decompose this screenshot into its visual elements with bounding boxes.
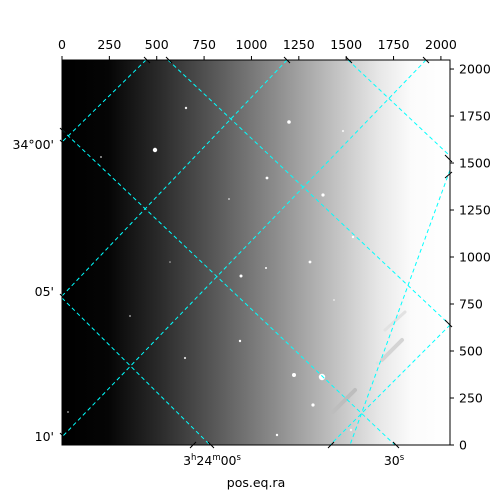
star [184, 106, 188, 110]
dec-tick [59, 127, 68, 136]
star [228, 198, 230, 200]
star [287, 120, 291, 124]
star [318, 373, 326, 381]
ra-seconds: 30 [384, 453, 400, 468]
streak [331, 388, 357, 414]
dec-tick [444, 171, 453, 179]
star [152, 147, 158, 153]
right-pixel-axis: 0 250 500 750 1000 1250 1500 1750 2000 [450, 62, 491, 453]
y-tick-label: 1250 [459, 203, 491, 218]
y-tick-label: 750 [459, 297, 483, 312]
ra-label-2: 30s [384, 453, 405, 468]
dec-label-3: 10' [35, 429, 54, 444]
star [308, 260, 312, 264]
wcs-ticks [59, 56, 453, 449]
ra-hours-unit: h [191, 453, 196, 463]
y-tick-label: 1000 [459, 250, 491, 265]
ra-label-1: 3h24m00s [183, 453, 241, 468]
ra-seconds-unit: s [237, 453, 242, 463]
star [265, 176, 269, 180]
image-background [62, 60, 450, 445]
star [183, 356, 187, 360]
grid-line [62, 60, 147, 143]
y-tick-label: 1500 [459, 156, 491, 171]
ra-seconds-unit: s [400, 453, 405, 463]
top-pixel-axis: 0 250 500 750 1000 1250 1500 1750 2000 [58, 37, 457, 60]
y-tick-label: 250 [459, 391, 483, 406]
dec-tick [59, 139, 68, 148]
star [169, 261, 171, 263]
star [351, 235, 355, 239]
x-tick-label: 1500 [330, 37, 362, 52]
grid-line [347, 60, 450, 157]
star [349, 428, 353, 432]
star [321, 193, 325, 197]
x-tick-label: 1750 [378, 37, 410, 52]
x-tick-label: 0 [58, 37, 66, 52]
star [265, 267, 267, 269]
star [238, 339, 242, 343]
y-tick-label: 0 [459, 438, 467, 453]
ra-tick [327, 441, 335, 449]
x-tick-label: 1250 [283, 37, 315, 52]
grid-line [62, 60, 427, 438]
ra-seconds: 00 [221, 453, 237, 468]
streak [380, 338, 404, 362]
star [239, 274, 243, 278]
ra-tick [283, 56, 291, 64]
sky-image [62, 60, 450, 445]
dec-tick [59, 432, 67, 440]
grid-line [329, 324, 450, 445]
x-axis-label: pos.eq.ra [227, 475, 285, 490]
grid-line [62, 60, 288, 297]
ra-hours: 3 [183, 453, 191, 468]
x-tick-label: 500 [145, 37, 169, 52]
dec-tick [59, 293, 67, 301]
star [129, 315, 131, 317]
ra-tick [189, 441, 197, 449]
dec-label-2: 05' [35, 284, 54, 299]
x-tick-label: 1000 [236, 37, 268, 52]
star [275, 433, 279, 437]
x-tick-label: 2000 [425, 37, 457, 52]
grid-line [62, 129, 396, 445]
ra-minutes-unit: m [212, 453, 220, 463]
x-tick-label: 250 [97, 37, 121, 52]
ra-tick [392, 441, 400, 449]
y-tick-label: 1750 [459, 109, 491, 124]
ra-tick [165, 56, 173, 64]
star [311, 403, 315, 407]
dec-tick [444, 154, 453, 163]
plot-frame [61, 59, 451, 446]
star [341, 129, 345, 133]
ra-tick [345, 56, 353, 64]
star [375, 361, 379, 365]
star [292, 373, 296, 377]
ra-tick [422, 56, 430, 64]
wcs-grid [62, 60, 450, 445]
star [67, 411, 69, 413]
star [100, 156, 102, 158]
streak [383, 310, 407, 332]
y-tick-label: 500 [459, 344, 483, 359]
ra-minutes: 24 [196, 453, 212, 468]
dec-tick [444, 319, 453, 328]
x-tick-label: 750 [192, 37, 216, 52]
grid-line [167, 60, 450, 326]
ra-tick [207, 441, 215, 449]
star [333, 299, 335, 301]
dec-label-1: 34°00' [13, 137, 55, 152]
y-tick-label: 2000 [459, 62, 491, 77]
ra-tick [143, 56, 151, 64]
